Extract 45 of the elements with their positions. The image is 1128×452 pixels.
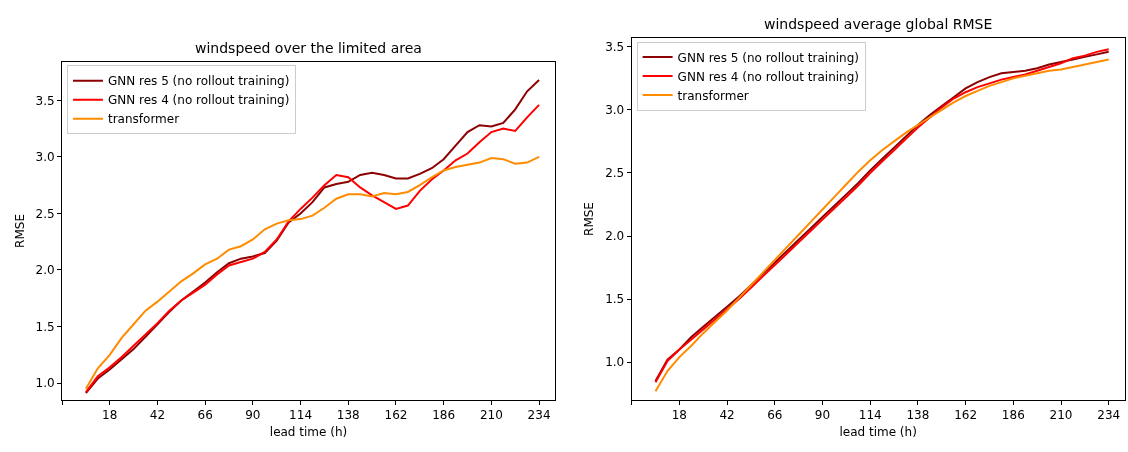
x-axis-title: lead time (h): [269, 425, 348, 440]
x-tick-label: 234: [1097, 408, 1121, 423]
legend-label: transformer: [677, 88, 749, 103]
x-tick-label: 138: [336, 408, 360, 423]
y-tick-label: 3.5: [35, 93, 55, 108]
y-tick-label: 1.5: [35, 319, 55, 334]
x-tick-label: 186: [432, 408, 456, 423]
legend-label: transformer: [107, 112, 180, 127]
x-tick-label: 90: [245, 408, 261, 423]
x-tick-label: 42: [719, 408, 735, 423]
x-tick-label: 210: [1049, 408, 1073, 423]
x-axis-title: lead time (h): [839, 425, 917, 440]
x-tick-label: 186: [1001, 408, 1025, 423]
x-tick-label: 90: [814, 408, 831, 423]
y-tick-label: 2.5: [35, 206, 55, 221]
y-axis-title: RMSE: [582, 202, 597, 236]
x-tick-label: 162: [384, 408, 408, 423]
chart-title: windspeed over the limited area: [195, 40, 422, 56]
x-tick-label: 162: [954, 408, 978, 423]
line-series: [84, 155, 541, 390]
y-tick-label: 1.0: [605, 355, 625, 370]
x-tick-label: 18: [102, 408, 118, 423]
x-tick-label: 66: [197, 408, 213, 423]
legend-label: GNN res 4 (no rollout training): [677, 69, 860, 84]
x-tick-label: 138: [906, 408, 930, 423]
legend-label: GNN res 5 (no rollout training): [107, 74, 290, 89]
x-tick-label: 234: [527, 408, 551, 423]
y-tick-label: 1.0: [35, 376, 55, 391]
x-tick-label: 210: [479, 408, 503, 423]
y-tick-label: 2.5: [605, 166, 625, 181]
legend-label: GNN res 4 (no rollout training): [107, 93, 290, 108]
chart-title: windspeed average global RMSE: [764, 16, 993, 32]
x-tick-label: 66: [767, 408, 783, 423]
y-axis-title: RMSE: [12, 214, 27, 248]
y-tick-label: 3.0: [35, 150, 55, 165]
x-tick-label: 114: [858, 408, 882, 423]
y-tick-label: 3.5: [605, 40, 625, 54]
legend-label: GNN res 5 (no rollout training): [677, 50, 860, 65]
x-tick-label: 114: [289, 408, 313, 423]
x-tick-label: 42: [149, 408, 166, 423]
y-tick-label: 3.0: [605, 103, 625, 118]
x-tick-label: 18: [671, 408, 688, 423]
y-tick-label: 1.5: [605, 292, 625, 307]
y-tick-label: 2.0: [605, 229, 625, 244]
y-tick-label: 2.0: [35, 263, 55, 278]
